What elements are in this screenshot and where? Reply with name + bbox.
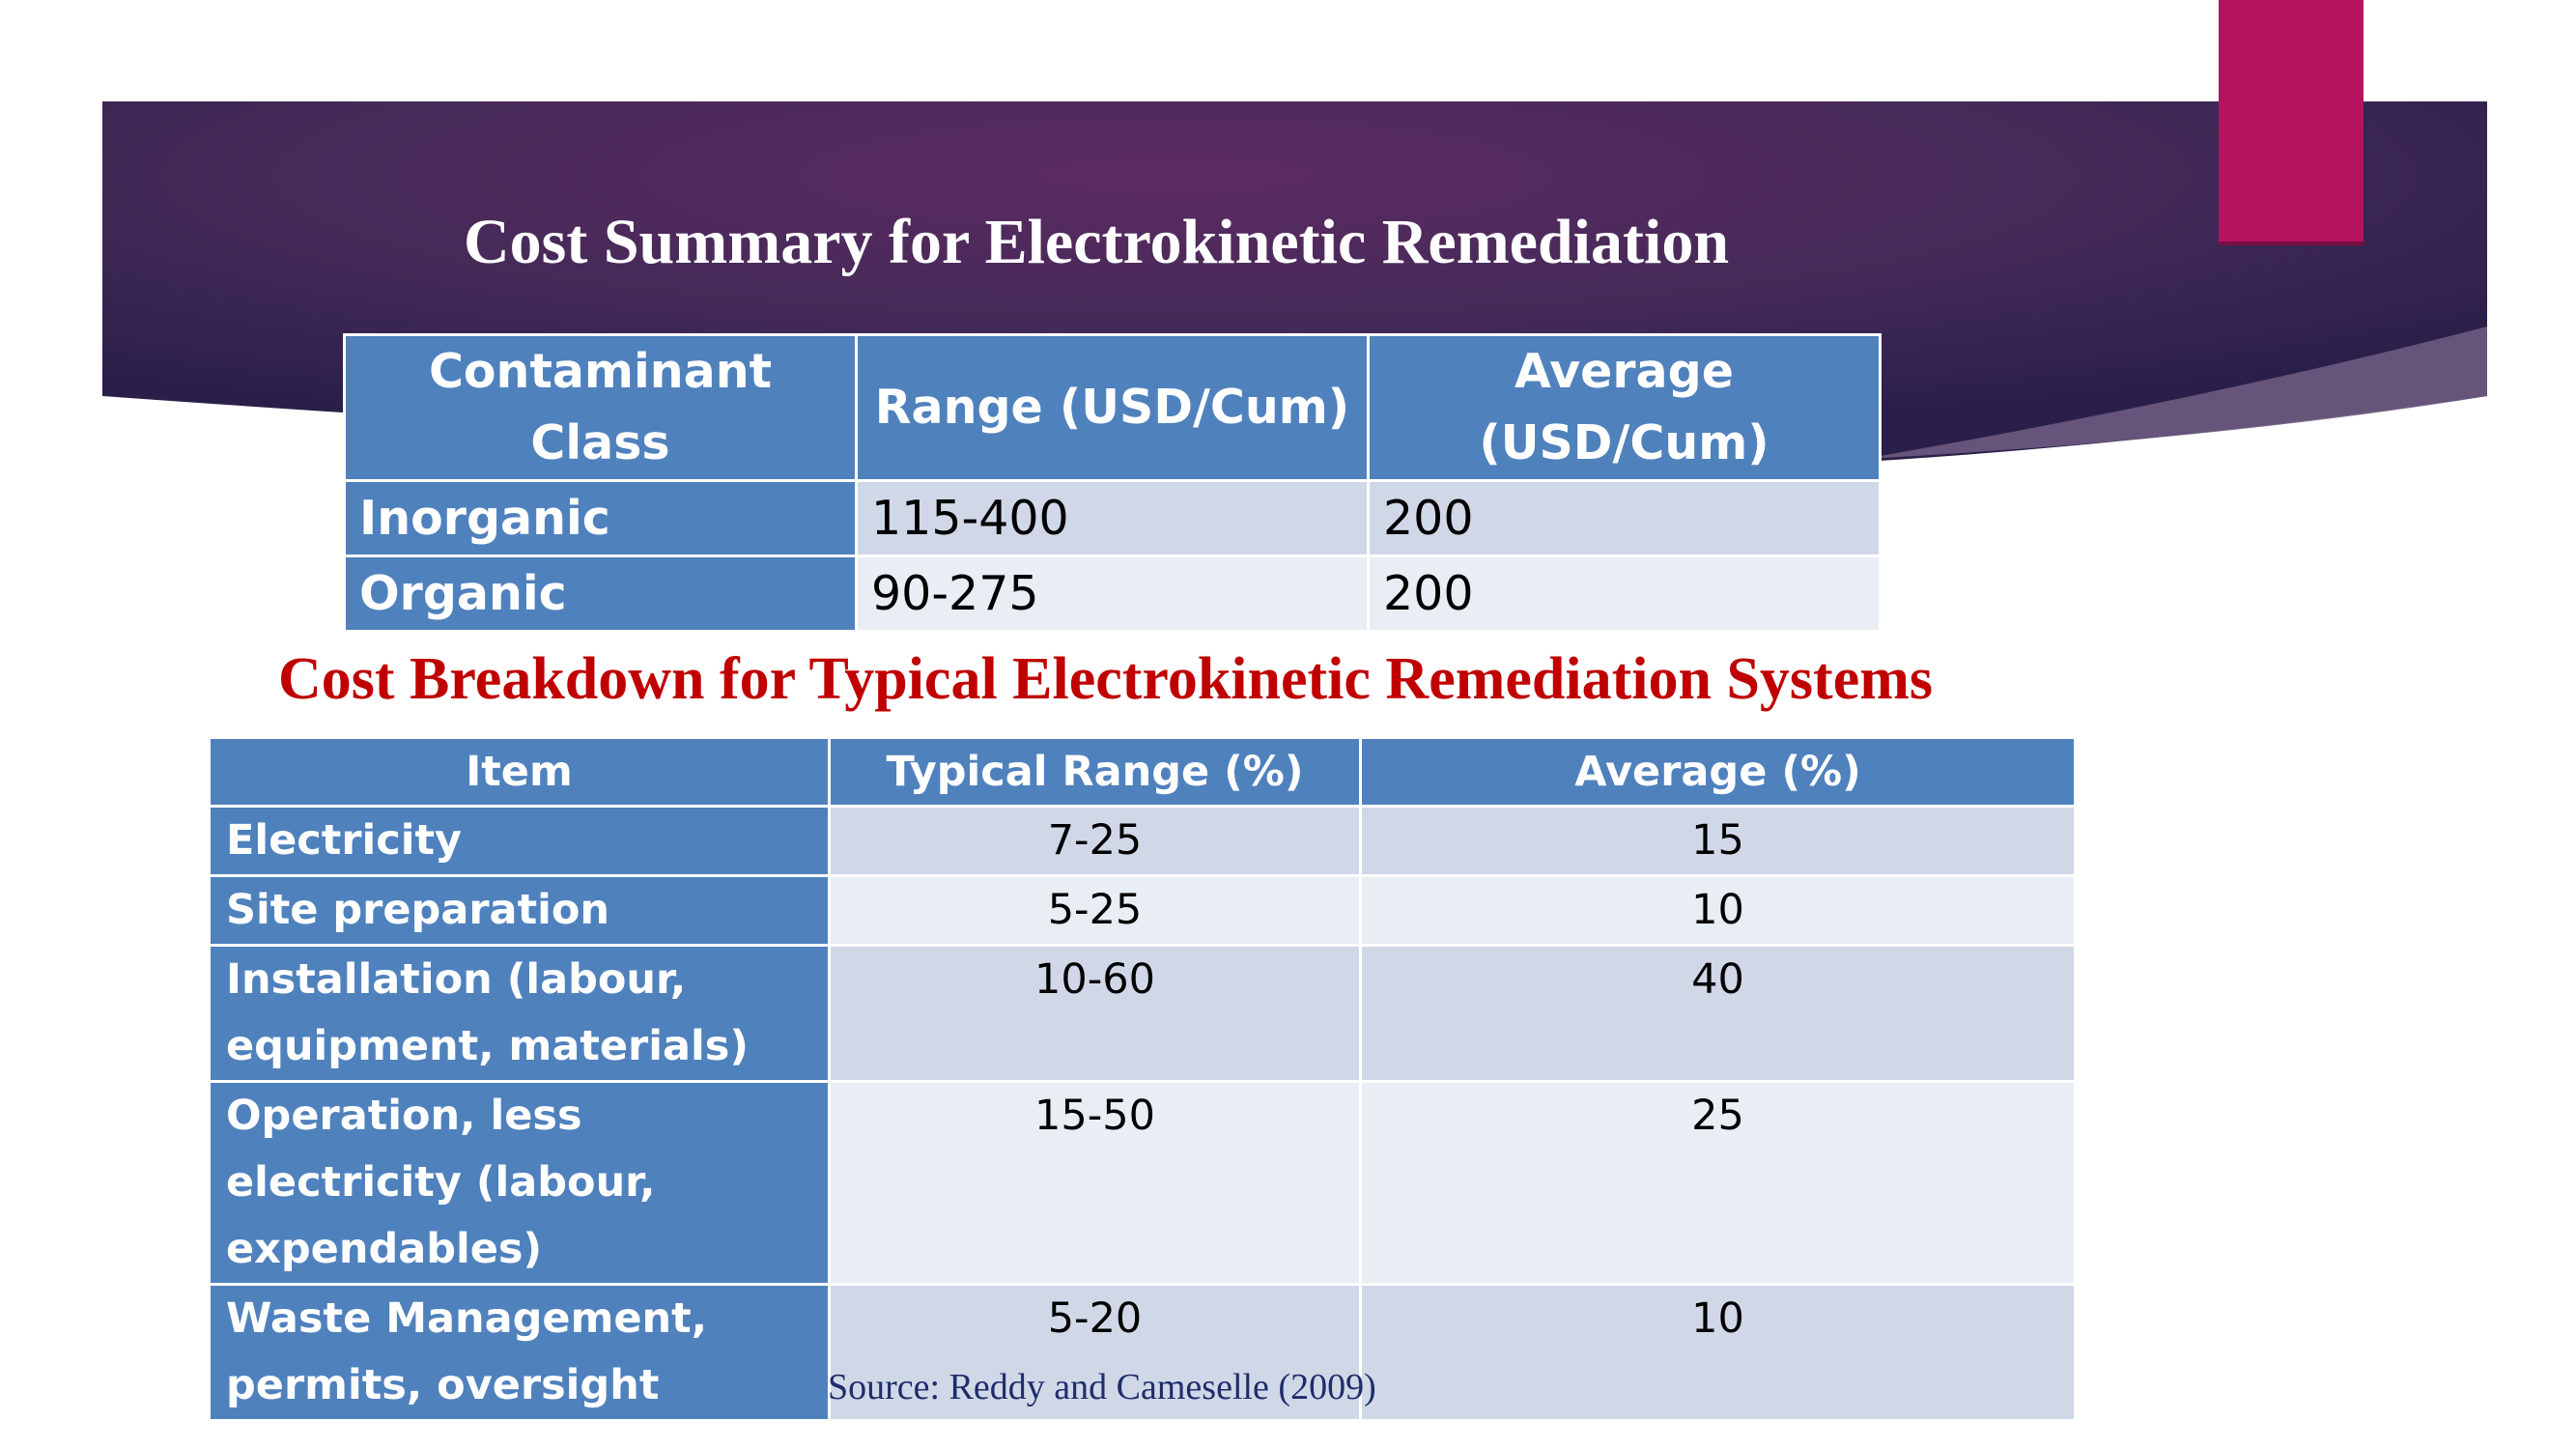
row-label: Inorganic (343, 479, 858, 557)
table-row: Electricity 7-25 15 (208, 805, 2077, 877)
slide-title: Cost Summary for Electrokinetic Remediat… (464, 207, 1730, 277)
row-label: Waste Management, permits, oversight (208, 1283, 831, 1422)
column-header: Contaminant Class (343, 333, 858, 482)
range-cell: 115-400 (855, 479, 1370, 557)
column-header: Typical Range (%) (828, 736, 1362, 808)
table-header-row: Contaminant Class Range (USD/Cum) Averag… (343, 333, 1882, 482)
table-row: Organic 90-275 200 (343, 554, 1882, 633)
range-cell: 90-275 (855, 554, 1370, 633)
row-label: Electricity (208, 805, 831, 877)
table-row: Installation (labour, equipment, materia… (208, 944, 2077, 1083)
row-label: Organic (343, 554, 858, 633)
source-citation: Source: Reddy and Cameselle (2009) (828, 1367, 1376, 1407)
average-cell: 25 (1359, 1080, 2077, 1286)
table-row: Operation, less electricity (labour, exp… (208, 1080, 2077, 1286)
average-cell: 15 (1359, 805, 2077, 877)
column-header: Average (%) (1359, 736, 2077, 808)
table-header-row: Item Typical Range (%) Average (%) (208, 736, 2077, 808)
range-cell: 5-25 (828, 874, 1362, 947)
row-label: Installation (labour, equipment, materia… (208, 944, 831, 1083)
table-row: Site preparation 5-25 10 (208, 874, 2077, 947)
table-row: Inorganic 115-400 200 (343, 479, 1882, 557)
cost-summary-table: Contaminant Class Range (USD/Cum) Averag… (343, 333, 1882, 633)
breakdown-title: Cost Breakdown for Typical Electrokineti… (278, 646, 1933, 712)
range-cell: 5-20 (828, 1283, 1362, 1422)
range-cell: 10-60 (828, 944, 1362, 1083)
average-cell: 10 (1359, 1283, 2077, 1422)
row-label: Site preparation (208, 874, 831, 947)
range-cell: 7-25 (828, 805, 1362, 877)
average-cell: 200 (1367, 479, 1882, 557)
range-cell: 15-50 (828, 1080, 1362, 1286)
average-cell: 40 (1359, 944, 2077, 1083)
cost-breakdown-table: Item Typical Range (%) Average (%) Elect… (208, 736, 2077, 1422)
row-label: Operation, less electricity (labour, exp… (208, 1080, 831, 1286)
column-header: Range (USD/Cum) (855, 333, 1370, 482)
column-header: Item (208, 736, 831, 808)
average-cell: 10 (1359, 874, 2077, 947)
table-row: Waste Management, permits, oversight 5-2… (208, 1283, 2077, 1422)
accent-bar (2219, 0, 2364, 243)
column-header: Average (USD/Cum) (1367, 333, 1882, 482)
average-cell: 200 (1367, 554, 1882, 633)
